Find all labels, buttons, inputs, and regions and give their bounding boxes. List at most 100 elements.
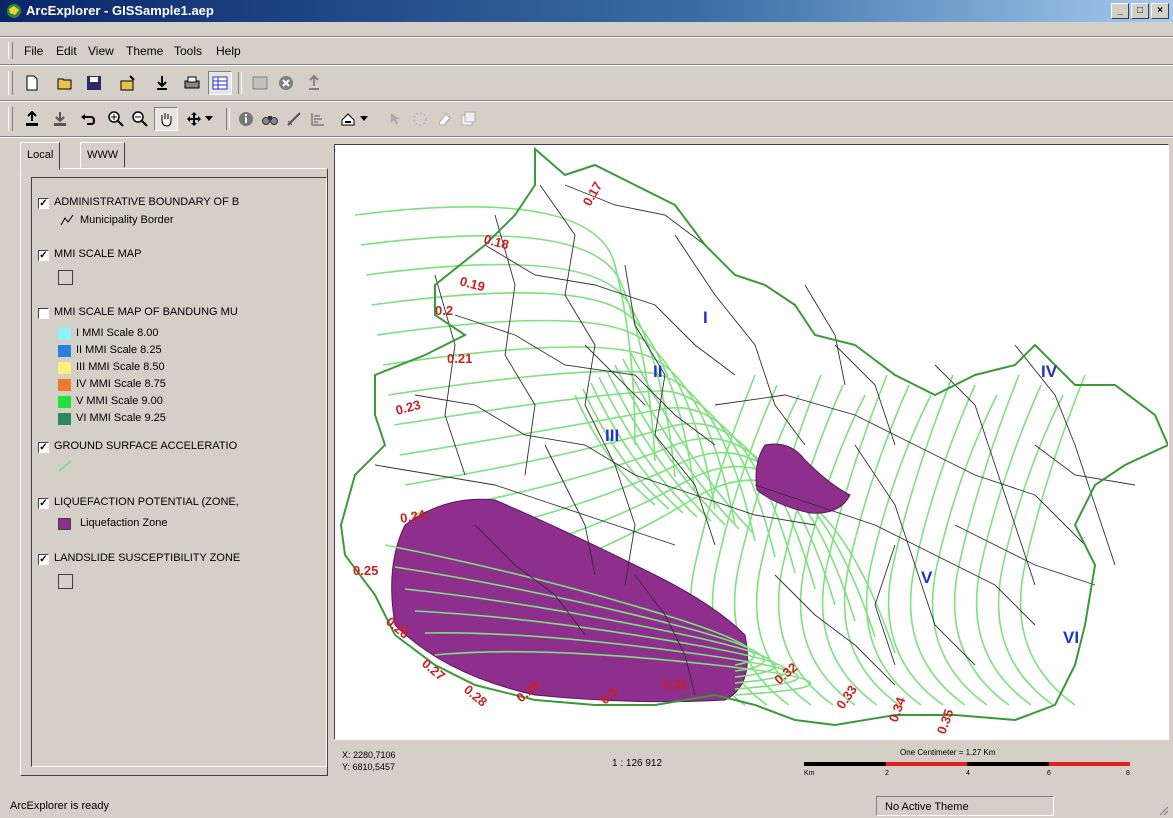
select-dropdown-icon[interactable] bbox=[358, 107, 370, 131]
theme-checkbox-landslide[interactable]: ✓ bbox=[38, 554, 49, 565]
measure-icon[interactable] bbox=[282, 107, 306, 131]
map-view[interactable]: 0.17 0.18 0.19 0.2 0.21 0.23 0.24 0.25 0.26 0.27 0… bbox=[334, 144, 1169, 740]
title-bar: ArcExplorer - GISSample1.aep _ □ × bbox=[0, 0, 1173, 22]
theme-label-ground-accel[interactable]: GROUND SURFACE ACCELERATIO bbox=[54, 440, 238, 452]
open-icon[interactable] bbox=[54, 71, 78, 95]
import-icon[interactable] bbox=[150, 71, 174, 95]
standard-toolbar bbox=[0, 68, 1173, 98]
select-icon[interactable] bbox=[336, 107, 360, 131]
contour-line bbox=[382, 346, 736, 526]
tab-local[interactable]: Local bbox=[20, 142, 61, 170]
theme-up-icon[interactable] bbox=[20, 107, 44, 131]
maximize-button[interactable]: □ bbox=[1131, 3, 1149, 19]
contour-line bbox=[843, 384, 910, 706]
theme-checkbox-liquefaction[interactable]: ✓ bbox=[38, 498, 49, 509]
zoom-out-icon[interactable] bbox=[128, 107, 152, 131]
contour-value-label: 0.23 bbox=[394, 397, 422, 418]
contour-line bbox=[434, 650, 811, 696]
resize-grip-icon[interactable] bbox=[1157, 804, 1169, 816]
pan-move-icon[interactable] bbox=[182, 107, 206, 131]
legend-mmi-class: I MMI Scale 8.00 bbox=[76, 327, 159, 339]
cancel-icon[interactable] bbox=[274, 71, 298, 95]
map-canvas[interactable]: 0.170.180.190.20.210.230.240.250.260.270… bbox=[335, 145, 1168, 739]
arcexplorer-globe-icon bbox=[7, 4, 21, 18]
table-icon[interactable] bbox=[208, 71, 232, 95]
save-icon[interactable] bbox=[82, 71, 106, 95]
theme-label-liquefaction[interactable]: LIQUEFACTION POTENTIAL (ZONE, bbox=[54, 496, 239, 508]
legend-municipality-border: Municipality Border bbox=[80, 214, 174, 226]
print-icon[interactable] bbox=[180, 71, 204, 95]
theme-checkbox-ground-accel[interactable]: ✓ bbox=[38, 442, 49, 453]
theme-checkbox-admin-boundary[interactable]: ✓ bbox=[38, 198, 49, 209]
theme-label-landslide[interactable]: LANDSLIDE SUSCEPTIBILITY ZONE bbox=[54, 552, 241, 564]
contour-line bbox=[371, 292, 696, 494]
scalebar-tick-8: 8 bbox=[1126, 770, 1130, 777]
contour-line bbox=[865, 394, 932, 706]
export-icon[interactable] bbox=[302, 71, 326, 95]
tab-www[interactable]: WWW bbox=[80, 142, 126, 168]
mmi-zone-label: III bbox=[605, 426, 619, 445]
pan-icon[interactable] bbox=[154, 107, 178, 131]
theme-label-mmi-scale-map[interactable]: MMI SCALE MAP bbox=[54, 248, 142, 260]
legend-mmi-swatch bbox=[58, 345, 71, 357]
mmi-zone-label: V bbox=[921, 568, 933, 587]
contour-symbol-icon bbox=[58, 460, 72, 472]
map-info-bar: X: 2280,7106 Y: 6810,5457 1 : 126 912 On… bbox=[334, 744, 1169, 786]
legend-mmi-swatch bbox=[58, 362, 71, 374]
legend-mmi-swatch bbox=[58, 396, 71, 408]
query-icon[interactable] bbox=[306, 107, 330, 131]
contour-line bbox=[733, 394, 800, 706]
active-theme-status: No Active Theme bbox=[876, 796, 1054, 816]
close-button[interactable]: × bbox=[1151, 3, 1169, 19]
menu-help[interactable]: Help bbox=[216, 44, 241, 58]
theme-label-admin-boundary[interactable]: ADMINISTRATIVE BOUNDARY OF B bbox=[54, 196, 240, 208]
menu-theme[interactable]: Theme bbox=[126, 44, 164, 58]
contour-value-label: 0.17 bbox=[580, 179, 606, 208]
contour-line bbox=[975, 384, 1042, 706]
scalebar bbox=[804, 762, 1130, 766]
contour-line bbox=[366, 263, 676, 478]
contour-line bbox=[887, 374, 954, 706]
tab-page: ✓ ADMINISTRATIVE BOUNDARY OF B Municipal… bbox=[20, 168, 328, 776]
y-coordinate: Y: 6810,5457 bbox=[342, 762, 396, 772]
scalebar-title: One Centimeter = 1,27 Km bbox=[900, 748, 996, 757]
mmi-zone-label: IV bbox=[1041, 362, 1058, 381]
contour-line bbox=[424, 632, 799, 690]
tools-toolbar bbox=[0, 104, 1173, 134]
theme-checkbox-mmi-scale-map[interactable]: ✓ bbox=[38, 250, 49, 261]
menu-view[interactable]: View bbox=[88, 44, 114, 58]
undo-icon[interactable] bbox=[76, 107, 100, 131]
new-icon[interactable] bbox=[20, 71, 44, 95]
add-theme-icon[interactable] bbox=[116, 71, 140, 95]
contour-value-label: 0.18 bbox=[482, 231, 510, 252]
minimize-button[interactable]: _ bbox=[1111, 3, 1129, 19]
contour-line bbox=[384, 544, 755, 666]
buffer-icon[interactable] bbox=[408, 107, 432, 131]
find-icon[interactable] bbox=[258, 107, 282, 131]
theme-checkbox-mmi-bandung[interactable] bbox=[38, 308, 49, 319]
contour-line bbox=[590, 382, 684, 514]
scalebar-tick-2: 2 bbox=[885, 770, 889, 777]
theme-down-icon[interactable] bbox=[48, 107, 72, 131]
contour-line bbox=[821, 374, 888, 706]
erase-icon[interactable] bbox=[432, 107, 456, 131]
hyperlink-icon[interactable] bbox=[382, 107, 406, 131]
menu-tools[interactable]: Tools bbox=[174, 44, 203, 58]
legend-mmi-swatch bbox=[58, 328, 71, 340]
layout-icon[interactable] bbox=[248, 71, 272, 95]
contour-value-label: 0.19 bbox=[458, 273, 486, 294]
legend-liquefaction-swatch bbox=[58, 518, 71, 530]
pan-dropdown-icon[interactable] bbox=[202, 107, 216, 131]
contour-value-label: 0.21 bbox=[447, 351, 472, 366]
zoom-in-icon[interactable] bbox=[104, 107, 128, 131]
identify-icon[interactable] bbox=[234, 107, 258, 131]
contour-line bbox=[799, 394, 866, 706]
menu-edit[interactable]: Edit bbox=[56, 44, 77, 58]
legend-mmi-class: V MMI Scale 9.00 bbox=[76, 395, 163, 407]
menu-file[interactable]: File bbox=[24, 44, 44, 58]
legend-mmi-swatch bbox=[58, 379, 71, 391]
theme-label-mmi-bandung[interactable]: MMI SCALE MAP OF BANDUNG MU bbox=[54, 306, 238, 318]
contour-value-label: 0.28 bbox=[461, 682, 490, 710]
contour-line bbox=[574, 394, 656, 506]
properties-icon[interactable] bbox=[456, 107, 480, 131]
